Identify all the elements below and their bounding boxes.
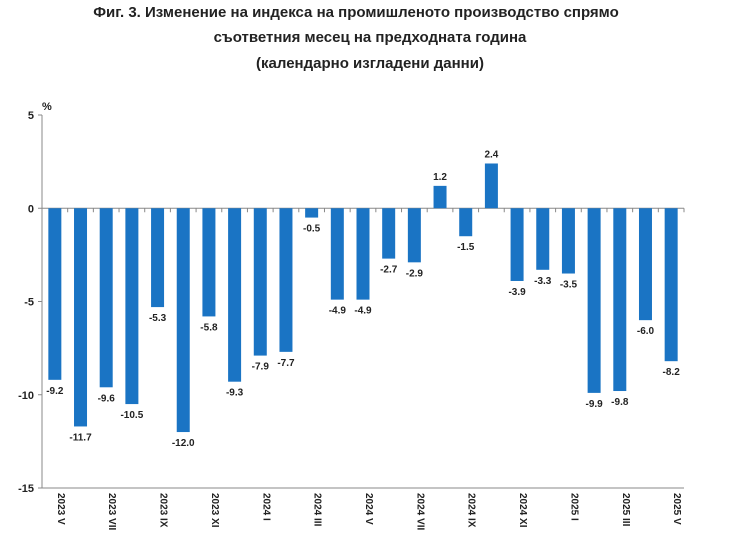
y-tick-label: -10 (18, 390, 34, 402)
x-tick-label: 2023 XI (209, 493, 220, 528)
data-label: -5.8 (200, 322, 218, 333)
data-label: -9.6 (98, 393, 116, 404)
bar (176, 208, 190, 433)
bar (536, 208, 550, 270)
data-label: -12.0 (172, 438, 195, 449)
data-label: -11.7 (69, 432, 92, 443)
bar (407, 208, 421, 263)
bar (638, 208, 652, 321)
data-label: -1.5 (457, 242, 475, 253)
bar (253, 208, 267, 356)
data-label: -7.9 (252, 362, 270, 373)
chart-x-tick-labels: 2023 V 2023 VII 2023 IX 2023 XI 2024 I 2024 I… (55, 493, 682, 530)
bar (664, 208, 678, 362)
x-tick-label: 2024 III (312, 493, 323, 527)
bar (330, 208, 344, 300)
bar (459, 208, 473, 237)
bar (279, 208, 293, 352)
x-tick-label: 2023 V (55, 493, 66, 525)
bar (202, 208, 216, 317)
y-tick-label: 5 (28, 110, 34, 122)
bar (356, 208, 370, 300)
data-label: -4.9 (329, 306, 347, 317)
x-tick-label: 2024 VII (414, 493, 425, 530)
bar (99, 208, 113, 388)
x-tick-label: 2024 V (363, 493, 374, 525)
data-label: -4.9 (354, 306, 372, 317)
chart-title-line-1: Фиг. 3. Изменение на индекса на промишле… (93, 4, 619, 21)
data-label: -3.3 (534, 276, 552, 287)
y-tick-label: -15 (18, 483, 34, 495)
bar (228, 208, 242, 382)
data-label: 1.2 (433, 172, 447, 183)
data-label: 2.4 (484, 149, 498, 160)
chart-bars (48, 163, 678, 433)
x-tick-label: 2023 VII (106, 493, 117, 530)
bar (561, 208, 575, 274)
bar (74, 208, 88, 427)
data-label: -9.3 (226, 388, 244, 399)
bar (587, 208, 601, 393)
bar (125, 208, 139, 405)
bar (151, 208, 165, 308)
x-tick-label: 2025 III (620, 493, 631, 527)
bar (382, 208, 396, 259)
data-label: -6.0 (637, 326, 655, 337)
data-label: -0.5 (303, 224, 321, 235)
chart-data-labels: -9.2-11.7-9.6-10.5-5.3-12.0-5.8-9.3-7.9-… (46, 149, 680, 449)
bar (510, 208, 524, 281)
bar (484, 163, 498, 209)
bar (433, 185, 447, 209)
y-tick-label: -5 (24, 297, 34, 309)
x-tick-label: 2024 IX (466, 493, 477, 528)
y-axis-unit-label: % (42, 101, 52, 113)
bar (48, 208, 62, 380)
data-label: -8.2 (663, 367, 681, 378)
data-label: -3.9 (508, 287, 526, 298)
x-tick-label: 2024 I (260, 493, 271, 521)
data-label: -9.2 (46, 386, 64, 397)
bar (305, 208, 319, 218)
chart-title-line-2: съответния месец на предходната година (213, 29, 527, 46)
data-label: -9.9 (586, 399, 604, 410)
x-tick-label: 2023 IX (158, 493, 169, 528)
x-tick-label: 2025 V (671, 493, 682, 525)
x-tick-label: 2025 I (568, 493, 579, 521)
data-label: -3.5 (560, 280, 578, 291)
data-label: -10.5 (120, 410, 143, 421)
data-label: -9.8 (611, 397, 629, 408)
y-tick-label: 0 (28, 203, 34, 215)
data-label: -7.7 (277, 358, 295, 369)
chart-title-line-3: (календарно изгладени данни) (256, 55, 484, 72)
bar (613, 208, 627, 392)
chart-axes: 5 0 -5 -10 -15% (18, 101, 685, 495)
data-label: -2.7 (380, 265, 398, 276)
data-label: -2.9 (406, 268, 424, 279)
data-label: -5.3 (149, 313, 167, 324)
x-tick-label: 2024 XI (517, 493, 528, 528)
